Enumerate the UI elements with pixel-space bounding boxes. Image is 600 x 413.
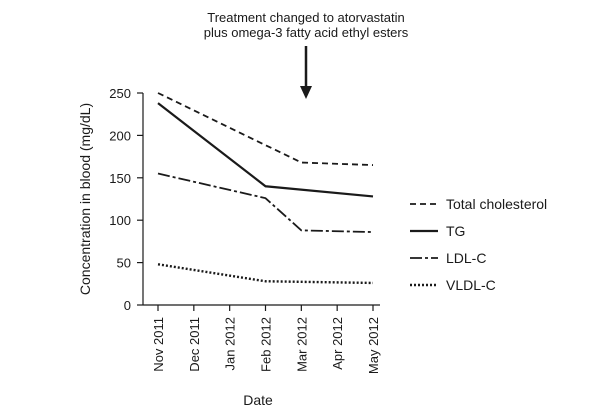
x-tick-label: Nov 2011 xyxy=(151,317,166,372)
legend-label: LDL-C xyxy=(446,250,486,266)
series-line-ldl-c xyxy=(157,172,374,233)
y-tick-label: 100 xyxy=(109,213,131,228)
y-tick-label: 200 xyxy=(109,128,131,143)
legend-label: VLDL-C xyxy=(446,277,496,293)
x-tick-label: Jan 2012 xyxy=(223,317,238,371)
x-tick-label: Dec 2011 xyxy=(187,317,202,372)
series-line-tg xyxy=(157,102,374,198)
annotation-line-2: plus omega-3 fatty acid ethyl esters xyxy=(204,25,409,40)
annotation: Treatment changed to atorvastatin plus o… xyxy=(204,10,409,99)
x-tick-label: Feb 2012 xyxy=(259,317,274,372)
x-tick-label: May 2012 xyxy=(366,317,381,374)
x-ticks: Nov 2011 Dec 2011 Jan 2012 Feb 2012 Mar 2012… xyxy=(151,305,381,374)
legend: Total cholesterol TG LDL-C VLDL-C xyxy=(410,196,547,293)
series-line-vldl-c xyxy=(157,263,374,285)
legend-label: TG xyxy=(446,223,465,239)
x-tick-label: Mar 2012 xyxy=(294,317,309,372)
y-tick-label: 0 xyxy=(124,298,131,313)
series-line-total-cholesterol xyxy=(157,92,374,166)
y-axis-title: Concentration in blood (mg/dL) xyxy=(77,103,93,295)
axes xyxy=(142,93,380,306)
series-lines xyxy=(157,92,374,285)
x-axis-title: Date xyxy=(243,392,273,408)
annotation-line-1: Treatment changed to atorvastatin xyxy=(207,10,405,25)
x-tick-label: Apr 2012 xyxy=(330,317,345,370)
y-tick-label: 50 xyxy=(117,256,131,271)
legend-label: Total cholesterol xyxy=(446,196,547,212)
annotation-arrow-head xyxy=(300,86,312,99)
y-tick-label: 150 xyxy=(109,171,131,186)
y-ticks: 0 50 100 150 200 250 xyxy=(109,86,143,313)
y-tick-label: 250 xyxy=(109,86,131,101)
